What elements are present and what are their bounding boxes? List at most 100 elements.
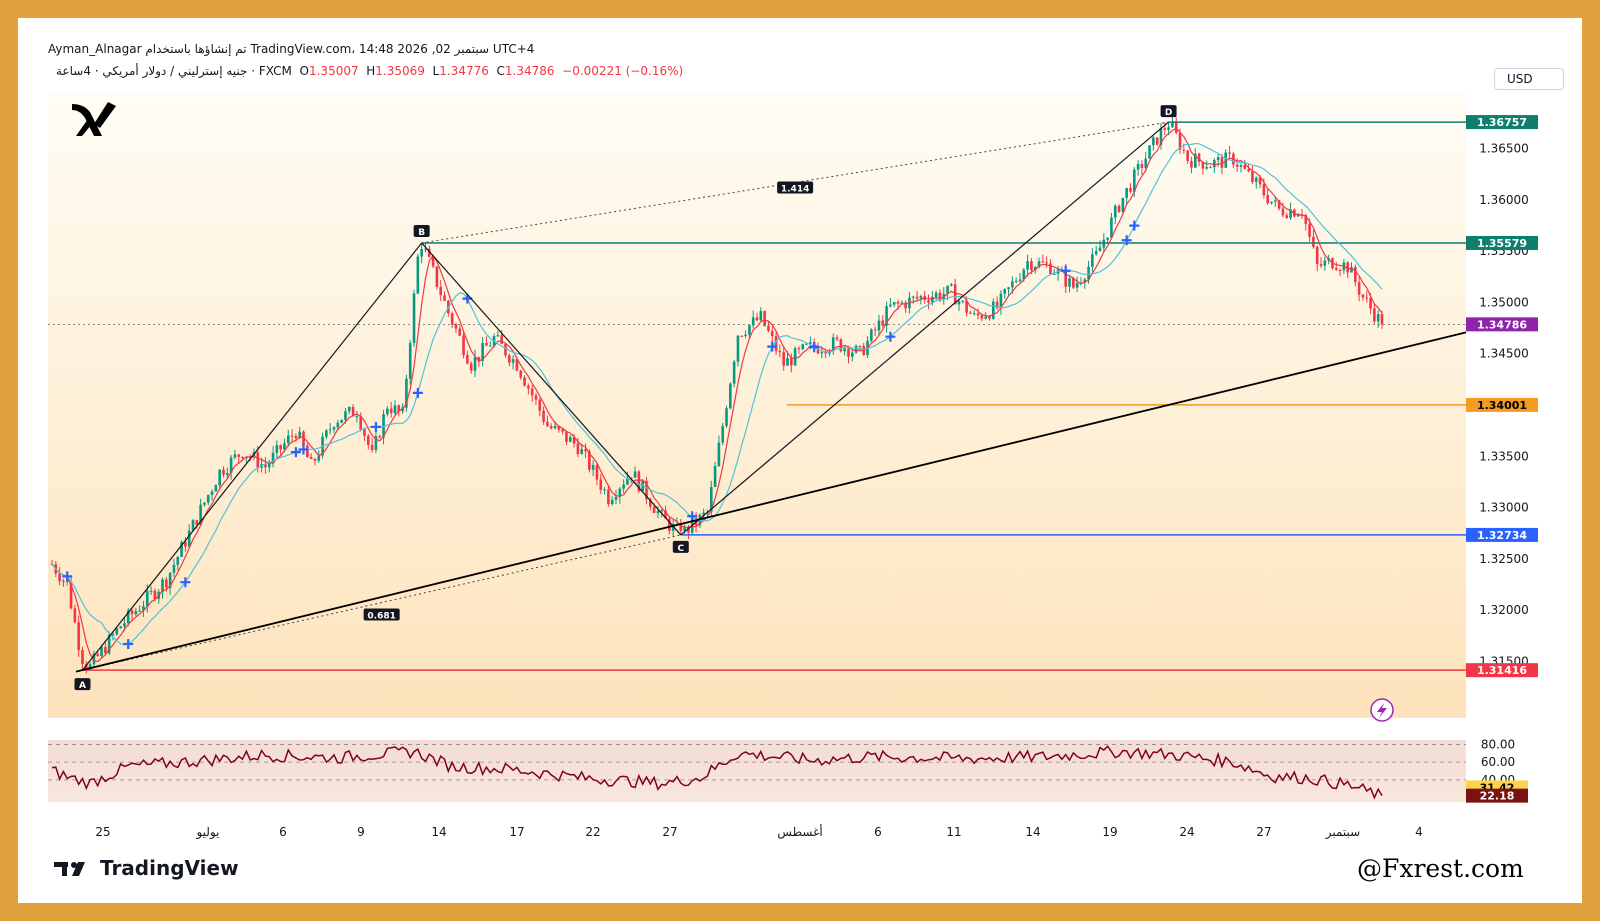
candle-body xyxy=(584,449,587,452)
symbol-label[interactable]: جنيه إسترليني / دولار أمريكي · 4ساعة · F… xyxy=(56,64,292,78)
signal-cross-icon xyxy=(1060,265,1071,276)
candle-body xyxy=(816,347,820,354)
candle-body xyxy=(1365,297,1369,299)
candle-body xyxy=(645,480,648,500)
candle-body xyxy=(458,328,462,336)
candle-body xyxy=(546,421,549,427)
candle-body xyxy=(957,301,961,305)
candle-body xyxy=(820,352,824,354)
candle-body xyxy=(1346,262,1350,273)
price-tag xyxy=(1466,235,1538,250)
candle-body xyxy=(1159,128,1163,145)
candle-body xyxy=(972,313,976,315)
lightning-icon[interactable] xyxy=(1370,698,1394,722)
candle-body xyxy=(454,324,458,329)
time-axis-label: 14 xyxy=(431,825,446,839)
close-label: C xyxy=(496,64,505,78)
signal-cross-icon xyxy=(412,387,423,398)
candle-body xyxy=(797,348,801,350)
candle-body xyxy=(1376,314,1380,322)
candle-body xyxy=(538,399,542,411)
candle-body xyxy=(206,494,210,503)
point-badge xyxy=(672,540,689,553)
candle-body xyxy=(1182,149,1186,151)
candle-body xyxy=(420,249,423,257)
candle-body xyxy=(1216,157,1220,161)
candle-body xyxy=(1049,263,1052,275)
ratio-line-bd xyxy=(421,121,1169,244)
trendline[interactable] xyxy=(75,331,1467,673)
candle-body xyxy=(477,356,481,361)
pattern-leg-line[interactable] xyxy=(680,121,1169,536)
price-tag-label: 1.35579 xyxy=(1477,237,1527,250)
candle-body xyxy=(1213,160,1216,168)
candle-body xyxy=(664,510,667,519)
candle-body xyxy=(588,451,591,470)
candle-body xyxy=(115,628,119,635)
signal-cross-icon xyxy=(1129,220,1140,231)
candle-body xyxy=(229,457,233,473)
pattern-leg-line[interactable] xyxy=(82,242,423,671)
candle-body xyxy=(652,506,656,514)
pattern-leg-line[interactable] xyxy=(421,242,682,536)
time-axis-label: 19 xyxy=(1102,825,1117,839)
candle-body xyxy=(370,444,374,450)
signal-cross-icon xyxy=(885,331,896,342)
candle-body xyxy=(530,388,534,396)
candle-body xyxy=(363,429,366,436)
candle-body xyxy=(629,477,633,479)
candle-body xyxy=(176,556,180,565)
candle-body xyxy=(927,300,930,303)
candle-body xyxy=(431,256,435,267)
candle-body xyxy=(946,285,949,294)
currency-button[interactable]: USD xyxy=(1494,68,1564,90)
price-tag-label: 1.31416 xyxy=(1477,664,1527,677)
candle-body xyxy=(1251,171,1254,182)
candle-body xyxy=(671,523,675,531)
candle-body xyxy=(267,463,271,468)
candle-body xyxy=(900,302,904,304)
candle-body xyxy=(69,582,73,609)
signal-cross-icon xyxy=(290,447,301,458)
candle-body xyxy=(1285,215,1289,218)
candle-body xyxy=(950,284,953,286)
candle-body xyxy=(656,511,660,514)
candle-body xyxy=(237,454,241,457)
candle-body xyxy=(1022,269,1026,280)
candle-body xyxy=(96,653,100,656)
candle-body xyxy=(77,622,80,651)
candle-body xyxy=(603,489,606,491)
candle-body xyxy=(938,292,942,300)
candle-body xyxy=(450,313,454,325)
candle-body xyxy=(1030,261,1033,271)
header-author-line: Ayman_Alnagar تم إنشاؤها باستخدام Tradin… xyxy=(48,42,535,56)
candle-body xyxy=(290,435,294,437)
candle-body xyxy=(778,350,782,353)
candle-body xyxy=(1155,137,1159,145)
candle-body xyxy=(1007,287,1010,290)
candle-body xyxy=(763,311,766,326)
candle-body xyxy=(1315,246,1319,264)
candle-body xyxy=(892,302,896,305)
candle-body xyxy=(740,335,744,337)
candle-body xyxy=(393,405,397,414)
candle-body xyxy=(1281,208,1285,216)
candle-body xyxy=(988,316,991,319)
signal-cross-icon xyxy=(767,341,778,352)
close-value: 1.34786 xyxy=(504,64,555,78)
candle-body xyxy=(984,316,987,319)
candle-body xyxy=(469,363,473,371)
candle-body xyxy=(168,572,172,588)
candle-body xyxy=(511,359,515,363)
candle-body xyxy=(1338,269,1342,271)
candle-body xyxy=(1110,217,1113,238)
candle-body xyxy=(1209,167,1212,169)
candle-body xyxy=(1308,223,1311,237)
candle-body xyxy=(325,430,328,437)
candle-body xyxy=(1277,200,1281,209)
candle-body xyxy=(774,336,778,351)
candle-body xyxy=(732,361,736,384)
candle-body xyxy=(854,345,858,353)
candle-body xyxy=(165,579,168,588)
